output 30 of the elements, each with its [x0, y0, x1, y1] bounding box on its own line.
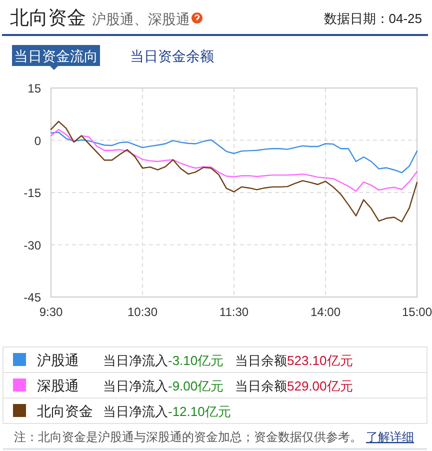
text: 529.00亿元 — [287, 378, 353, 394]
text: 当日净流入 — [103, 353, 168, 368]
legend-label: 北向资金 — [37, 403, 93, 419]
y-tick-label: -30 — [24, 238, 42, 252]
x-tick-label: 10:30 — [127, 305, 158, 319]
x-tick-label: 15:00 — [402, 305, 432, 319]
x-tick-label: 9:30 — [39, 305, 63, 319]
chart-title: 北向资金 — [10, 8, 86, 29]
text: -3.10亿元 — [168, 353, 224, 368]
text: -12.10亿元 — [168, 404, 231, 419]
y-tick-label: -15 — [24, 186, 42, 200]
text: 523.10亿元 — [287, 353, 353, 368]
x-tick-label: 11:30 — [219, 305, 249, 319]
text: 了解详细 — [366, 430, 414, 444]
text: -9.00亿元 — [168, 378, 224, 394]
y-tick-label: 15 — [28, 82, 42, 96]
text: 注：北向资金是沪股通与深股通的资金加总；资金数据仅供参考。 — [14, 430, 362, 444]
y-tick-label: 0 — [34, 134, 42, 148]
legend-label: 沪股通 — [37, 352, 79, 368]
legend-label: 深股通 — [37, 378, 79, 394]
text: 当日资金余额 — [130, 48, 214, 64]
y-tick-label: -45 — [24, 290, 42, 304]
x-tick-label: 14:00 — [310, 305, 341, 319]
text: 当日净流入 — [103, 404, 168, 419]
text: 当日余额 — [235, 353, 287, 368]
chart-subtitle: 沪股通、深股通 — [92, 11, 190, 27]
text: 当日资金流向 — [14, 48, 98, 64]
text: 当日净流入 — [103, 378, 168, 394]
text: 数据日期：04-25 — [324, 11, 422, 26]
text: 当日余额 — [235, 378, 287, 394]
